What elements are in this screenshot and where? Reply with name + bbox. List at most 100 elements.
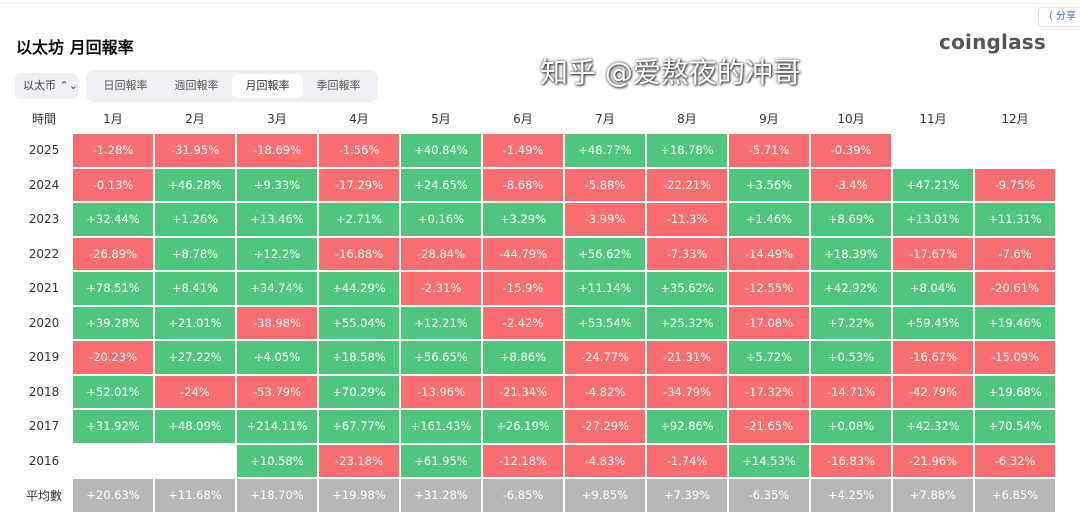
return-cell: +11.14% bbox=[565, 272, 645, 305]
return-cell: +18.78% bbox=[647, 134, 727, 167]
return-cell: +13.01% bbox=[893, 203, 973, 236]
return-cell: +25.32% bbox=[647, 306, 727, 339]
coin-select[interactable]: 以太币 ⌃⌄ bbox=[15, 73, 78, 99]
return-cell: -8.68% bbox=[483, 168, 563, 201]
return-cell: +14.53% bbox=[729, 444, 809, 477]
row-label: 2024 bbox=[28, 177, 60, 192]
return-cell: -14.49% bbox=[729, 237, 809, 270]
return-cell: +8.41% bbox=[155, 272, 235, 305]
return-cell: -20.23% bbox=[73, 341, 153, 374]
watermark: 知乎 @爱熬夜的冲哥 bbox=[540, 56, 801, 89]
return-cell: -14.71% bbox=[811, 375, 891, 408]
return-cell: +92.86% bbox=[647, 410, 727, 443]
return-cell: +61.95% bbox=[401, 444, 481, 477]
return-cell: -2.42% bbox=[483, 306, 563, 339]
return-cell: -15.9% bbox=[483, 272, 563, 305]
return-cell: +8.86% bbox=[483, 341, 563, 374]
column-header: 6月 bbox=[513, 111, 533, 126]
row-label: 2020 bbox=[28, 315, 60, 330]
return-cell: -12.55% bbox=[729, 272, 809, 305]
return-cell: -21.96% bbox=[893, 444, 973, 477]
return-cell: +214.11% bbox=[237, 410, 317, 443]
return-cell: -21.34% bbox=[483, 375, 563, 408]
return-cell: -1.56% bbox=[319, 134, 399, 167]
return-cell: +9.33% bbox=[237, 168, 317, 201]
column-header: 3月 bbox=[267, 111, 287, 126]
table-row: 2025 -1.28% -31.95% -18.69% -1.56% +40.84% -1.… bbox=[17, 134, 1055, 167]
return-cell: +31.28% bbox=[401, 479, 481, 512]
table-row: 2017 +31.92% +48.09% +214.11% +67.77% +161.43… bbox=[17, 410, 1055, 443]
return-cell: -23.18% bbox=[319, 444, 399, 477]
return-cell: -16.88% bbox=[319, 237, 399, 270]
return-cell: +46.28% bbox=[155, 168, 235, 201]
return-cell: +12.2% bbox=[237, 237, 317, 270]
row-label: 2021 bbox=[28, 281, 60, 296]
column-header: 2月 bbox=[185, 111, 205, 126]
return-cell: +48.77% bbox=[565, 134, 645, 167]
table-row: 2024 -0.13% +46.28% +9.33% -17.29% +24.65% -8.… bbox=[17, 168, 1055, 201]
return-cell: +19.68% bbox=[975, 375, 1055, 408]
return-cell: -6.32% bbox=[975, 444, 1055, 477]
share-label: 分享 bbox=[1056, 11, 1076, 22]
tab-1[interactable]: 週回報率 bbox=[174, 79, 219, 92]
return-cell: +21.01% bbox=[155, 306, 235, 339]
return-cell: +8.69% bbox=[811, 203, 891, 236]
return-cell: +1.26% bbox=[155, 203, 235, 236]
return-cell: -17.08% bbox=[729, 306, 809, 339]
return-cell: -7.6% bbox=[975, 237, 1055, 270]
return-cell: -21.31% bbox=[647, 341, 727, 374]
return-cell: -5.71% bbox=[729, 134, 809, 167]
return-cell: +59.45% bbox=[893, 306, 973, 339]
return-cell: +31.92% bbox=[73, 410, 153, 443]
monthly-returns-table: 時間 1月 2月 3月 4月 5月 6月 7月 8月 9月 10月 11月 12月 2025 -1.28%… bbox=[15, 102, 1057, 514]
row-label: 2018 bbox=[28, 384, 60, 399]
return-cell: +26.19% bbox=[483, 410, 563, 443]
return-cell: -26.89% bbox=[73, 237, 153, 270]
return-cell: +20.63% bbox=[73, 479, 153, 512]
page-title: 以太坊 月回報率 bbox=[16, 38, 134, 57]
return-cell: +34.74% bbox=[237, 272, 317, 305]
return-cell: -17.29% bbox=[319, 168, 399, 201]
tab-3[interactable]: 季回報率 bbox=[316, 79, 361, 92]
return-cell: +70.54% bbox=[975, 410, 1055, 443]
share-button[interactable]: ⟨ 分享 bbox=[1037, 7, 1080, 27]
return-cell: -44.79% bbox=[483, 237, 563, 270]
return-cell: +52.01% bbox=[73, 375, 153, 408]
return-cell: +55.04% bbox=[319, 306, 399, 339]
return-cell: +10.58% bbox=[237, 444, 317, 477]
return-cell: -6.85% bbox=[483, 479, 563, 512]
row-label: 2017 bbox=[28, 419, 60, 434]
table-row: 2016 +10.58% -23.18% +61.95% -12.18% -4.83% -1… bbox=[17, 444, 1055, 477]
return-cell: -3.4% bbox=[811, 168, 891, 201]
row-label: 2022 bbox=[28, 246, 60, 261]
tab-0[interactable]: 日回報率 bbox=[103, 79, 148, 92]
return-cell: +3.29% bbox=[483, 203, 563, 236]
return-cell: -13.96% bbox=[401, 375, 481, 408]
return-cell: +7.39% bbox=[647, 479, 727, 512]
tab-2[interactable]: 月回報率 bbox=[232, 74, 303, 98]
return-cell: +8.78% bbox=[155, 237, 235, 270]
return-cell: -38.98% bbox=[237, 306, 317, 339]
return-cell: +18.58% bbox=[319, 341, 399, 374]
return-cell bbox=[893, 134, 973, 167]
return-cell: -7.33% bbox=[647, 237, 727, 270]
return-cell: +12.21% bbox=[401, 306, 481, 339]
return-cell: -0.39% bbox=[811, 134, 891, 167]
return-cell: +19.98% bbox=[319, 479, 399, 512]
return-cell: -6.35% bbox=[729, 479, 809, 512]
return-cell: -22.21% bbox=[647, 168, 727, 201]
return-cell: +3.56% bbox=[729, 168, 809, 201]
return-cell: -31.95% bbox=[155, 134, 235, 167]
return-cell: -1.74% bbox=[647, 444, 727, 477]
return-cell: +78.51% bbox=[73, 272, 153, 305]
return-cell: +2.71% bbox=[319, 203, 399, 236]
return-cell: +18.70% bbox=[237, 479, 317, 512]
return-cell: +35.62% bbox=[647, 272, 727, 305]
column-header: 9月 bbox=[759, 111, 779, 126]
return-cell: +32.44% bbox=[73, 203, 153, 236]
return-cell: -20.61% bbox=[975, 272, 1055, 305]
return-cell: +5.72% bbox=[729, 341, 809, 374]
return-cell: -34.79% bbox=[647, 375, 727, 408]
table-row: 2021 +78.51% +8.41% +34.74% +44.29% -2.31% -15… bbox=[17, 272, 1055, 305]
top-divider bbox=[0, 0, 1080, 4]
